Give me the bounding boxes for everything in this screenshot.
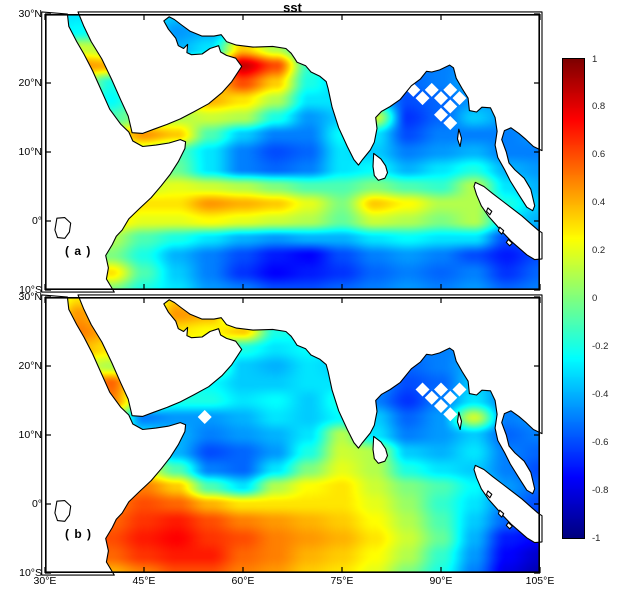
coastline-sumatra [473,464,543,544]
missing-data-diamond [424,82,439,97]
xtick-4: 90°E [429,575,453,587]
panel-b-ytick-2: 10°N [18,428,42,441]
panel-b: ( b ) [41,294,543,576]
coastline-andaman-islands [456,128,463,148]
panel-a-ytick-2: 10°N [18,145,42,158]
colorbar-tick-1: 0.8 [592,101,606,113]
colorbar-tick-6: -0.2 [592,340,609,352]
panel-b-map-overlay [41,294,543,576]
colorbar-gradient [562,58,585,539]
coastline-eurasia-mainland [77,294,543,495]
missing-data-diamond [443,116,458,131]
panel-a: ( a ) [41,11,543,293]
colorbar-tick-8: -0.6 [592,436,609,448]
axes-box [45,14,540,290]
colorbar-tick-10: -1 [592,532,601,544]
panel-b-letter: ( b ) [65,527,92,541]
xtick-5: 105°E [525,575,555,587]
coastline-lake-victoria [54,217,72,239]
xtick-0: 30°E [33,575,57,587]
coastline-africa [41,11,187,293]
missing-data-diamond [415,91,430,106]
axes-box [45,297,540,573]
coastline-sri-lanka [372,435,389,464]
coastline-africa [41,294,187,576]
missing-data-diamond [415,382,430,397]
colorbar-tick-4: 0.2 [592,245,606,257]
missing-data-diamond [452,382,467,397]
coastline-eurasia-mainland [77,11,543,212]
colorbar-tick-5: 0 [592,293,598,304]
missing-data-diamond [197,410,212,425]
panel-b-ytick-1: 20°N [18,359,42,372]
coastline-siberut-island [497,226,505,235]
coastline-lake-victoria [54,500,72,522]
panel-a-ytick-3: 0° [31,214,42,227]
figure-title: sst [283,0,302,15]
coastline-pagai-island [505,522,513,530]
panel-a-map-overlay [41,11,543,293]
coastline-sri-lanka [372,152,389,181]
missing-data-diamond [434,399,448,414]
missing-data-diamond [434,382,448,397]
missing-data-diamond [443,407,458,422]
missing-data-diamond [434,107,448,122]
colorbar [562,58,585,539]
xtick-3: 75°E [330,575,354,587]
coastline-pagai-island [505,239,513,247]
xtick-2: 60°E [231,575,255,587]
panel-a-ytick-4: 10°S [19,283,42,296]
missing-data-diamond [434,91,448,106]
coastline-nias-island [485,490,493,499]
panel-a-letter: ( a ) [65,244,92,258]
colorbar-tick-9: -0.8 [592,484,609,496]
colorbar-tick-0: 1 [592,53,598,65]
coastline-siberut-island [497,509,505,518]
colorbar-tick-2: 0.6 [592,149,606,161]
missing-data-diamond [443,82,458,97]
panel-b-ytick-4: 10°S [19,566,42,579]
colorbar-tick-3: 0.4 [592,197,606,209]
missing-data-diamond [443,99,458,114]
panel-b-ytick-3: 0° [31,497,42,510]
missing-data-diamond [443,390,458,405]
panel-a-ytick-1: 20°N [18,76,42,89]
coastline-sumatra [473,181,543,261]
missing-data-diamond [452,91,467,106]
panel-a-ytick-0: 30°N [18,7,42,20]
missing-data-diamond [424,390,439,405]
coastline-andaman-islands [456,411,463,431]
xtick-1: 45°E [132,575,156,587]
colorbar-tick-7: -0.4 [592,388,609,400]
coastline-nias-island [485,207,493,216]
panel-b-ytick-0: 30°N [18,290,42,303]
